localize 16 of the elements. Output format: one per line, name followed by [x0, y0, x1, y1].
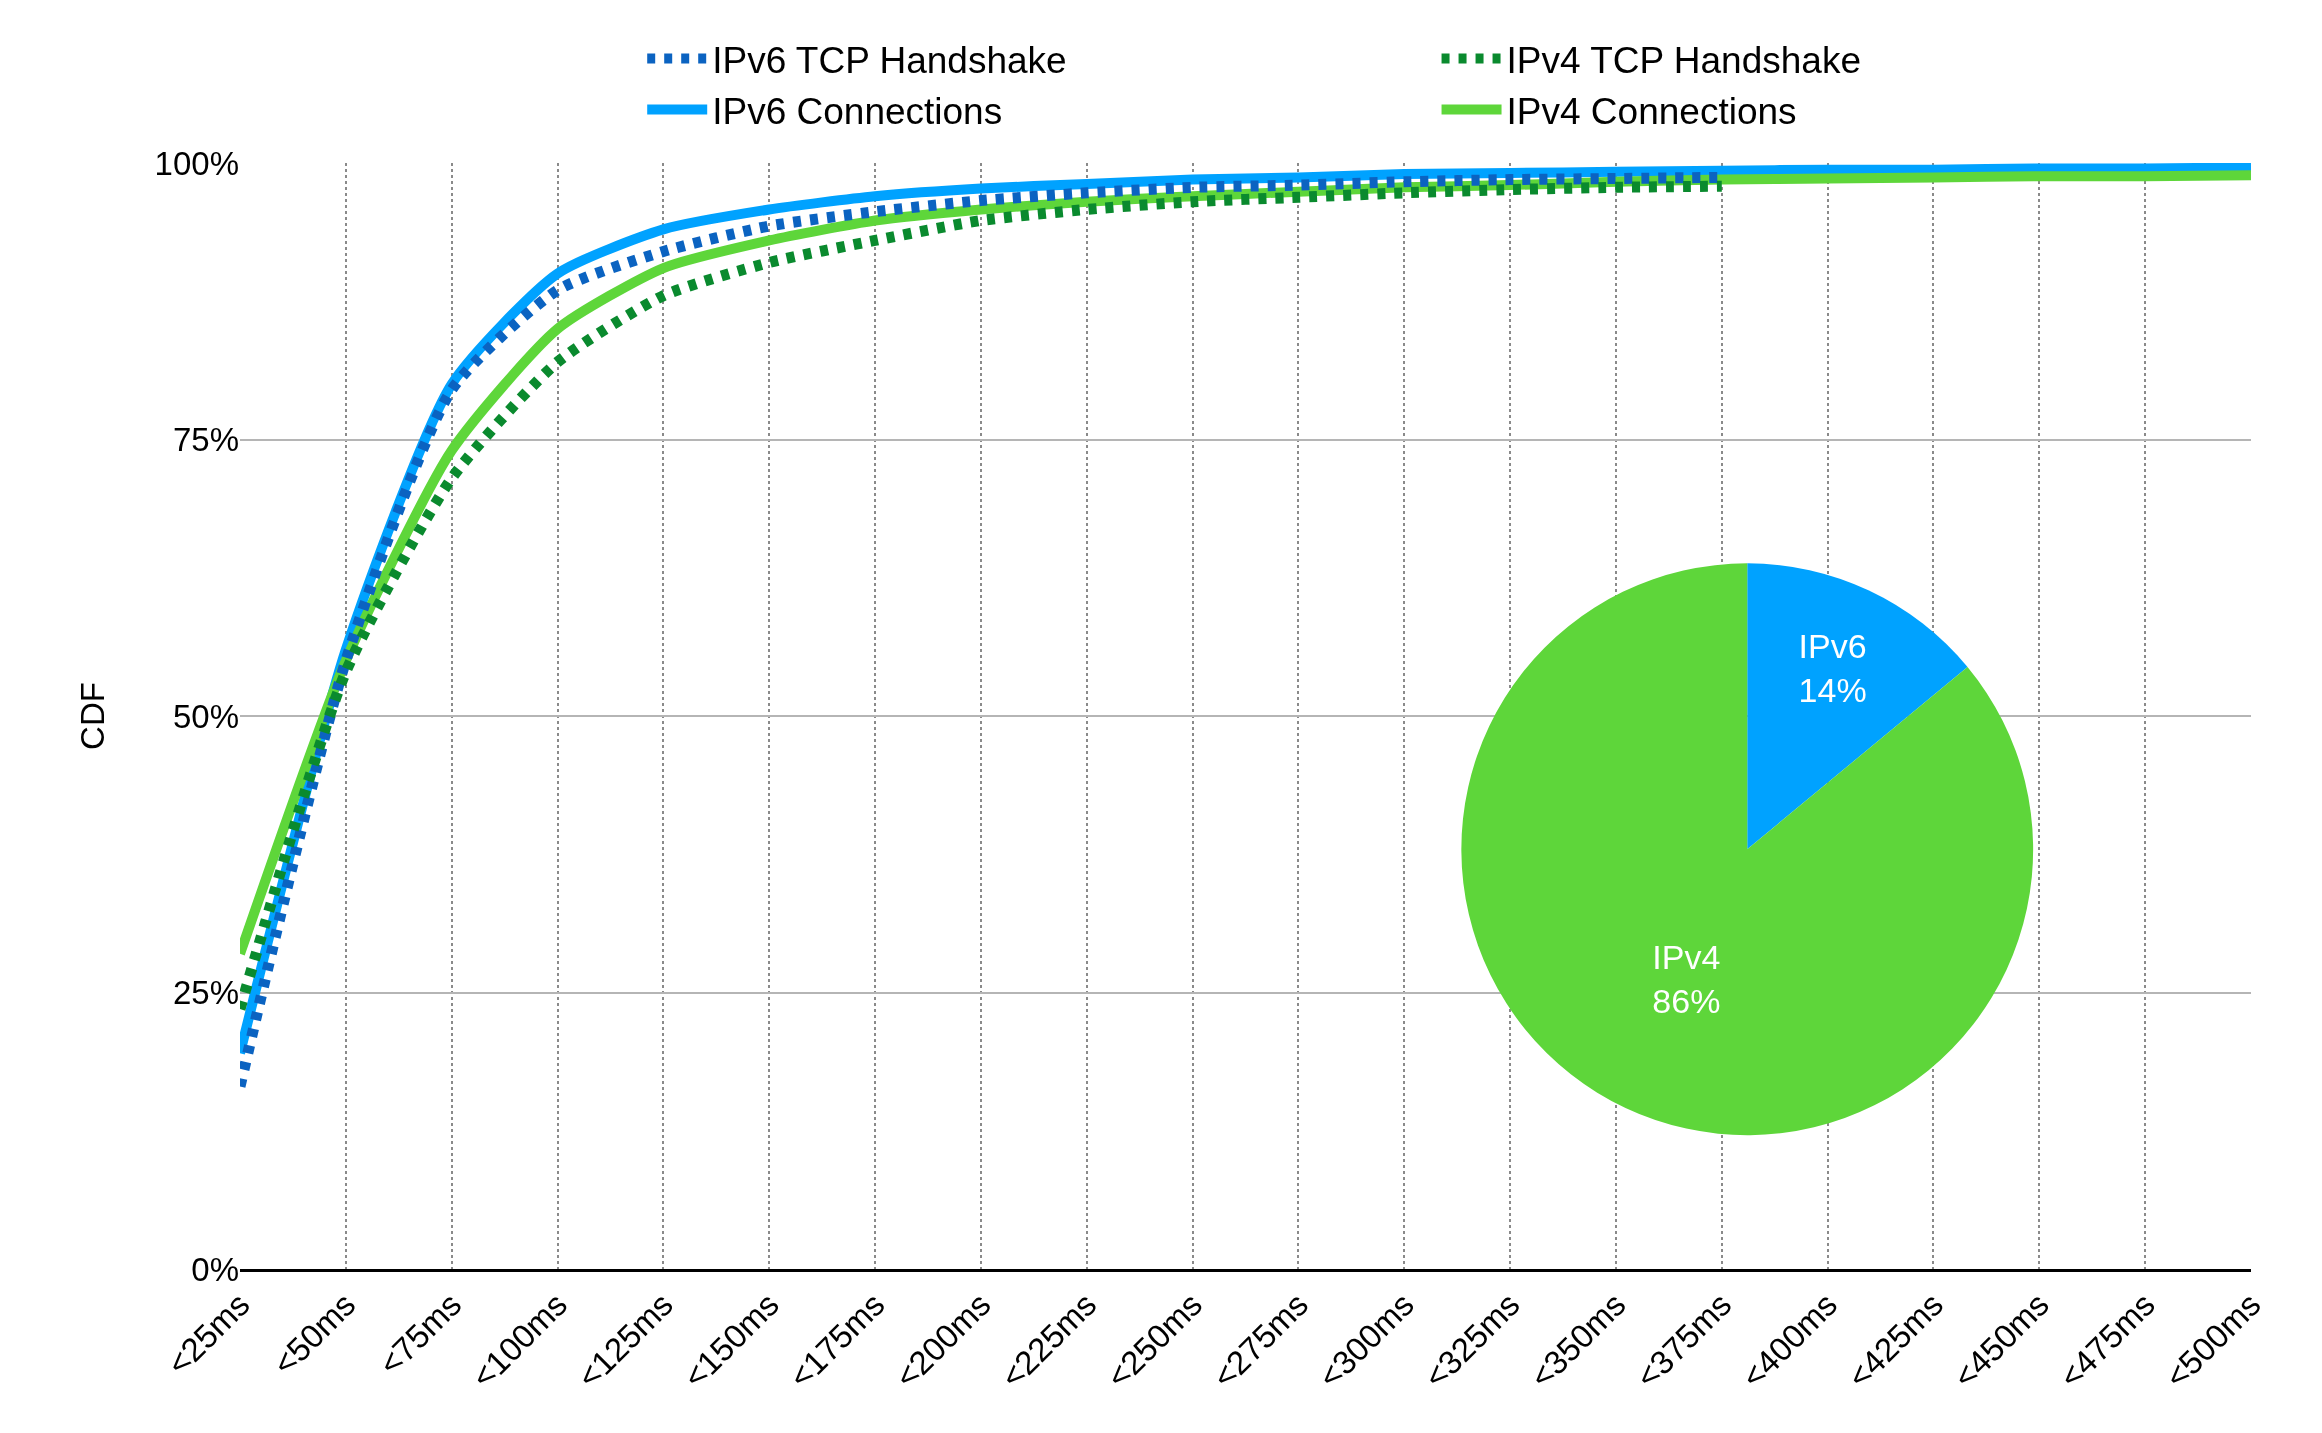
data-label: 14% [1798, 670, 1867, 709]
data-label: 86% [1652, 981, 1721, 1020]
legend-label: IPv4 TCP Handshake [1506, 39, 1861, 81]
pie-slice [1461, 563, 2033, 1135]
y-tick-label: 75% [172, 421, 239, 459]
legend-label: IPv4 Connections [1506, 90, 1797, 132]
y-tick-label: 100% [154, 144, 239, 182]
legend-label: IPv6 TCP Handshake [712, 39, 1067, 81]
pie-slice [1747, 563, 1968, 850]
y-tick-label: 50% [172, 697, 239, 735]
y-tick-label: 25% [172, 974, 239, 1012]
legend-label: IPv6 Connections [712, 90, 1003, 132]
y-axis-title: CDF [73, 682, 111, 750]
slice-label: IPv6 [1798, 626, 1867, 665]
y-tick-label: 0% [191, 1250, 239, 1288]
slice-label: IPv4 [1652, 937, 1721, 976]
